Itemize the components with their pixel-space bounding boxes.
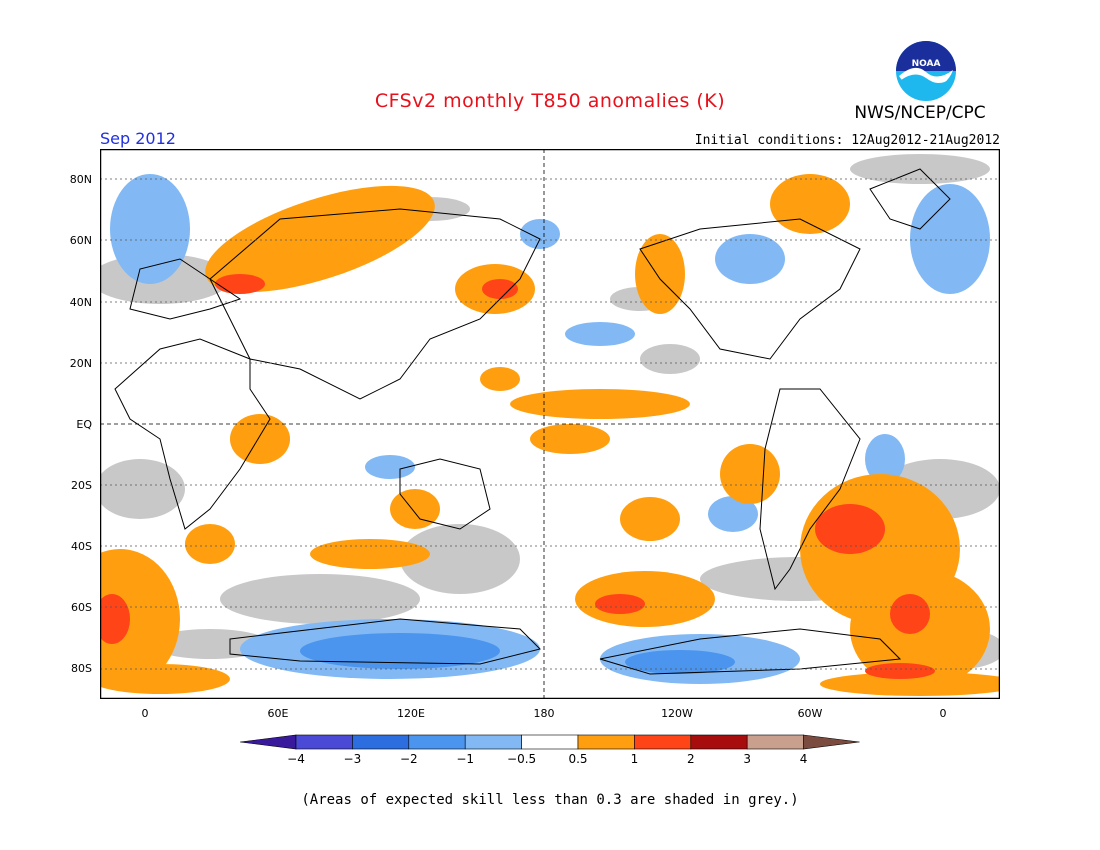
lon-label-180: 180 [533, 707, 555, 720]
anomaly-map [100, 149, 1000, 699]
noaa-logo: NOAA [896, 41, 956, 101]
lat-label-eq: EQ [76, 418, 92, 431]
colorbar-box [746, 734, 804, 750]
colorbar-box [577, 734, 635, 750]
initial-conditions: Initial conditions: 12Aug2012-21Aug2012 [694, 133, 1000, 148]
colorbar-end-low [240, 734, 297, 750]
lon-label-0: 0 [141, 707, 149, 720]
forecast-month: Sep 2012 [100, 129, 176, 148]
negative-anomalies [110, 174, 990, 684]
colorbar-end-high [803, 734, 860, 750]
colorbar-label: −2 [399, 752, 418, 766]
color-scale-bar [240, 734, 860, 750]
lat-label-20n: 20N [69, 357, 92, 370]
gridlines [100, 149, 1000, 699]
colorbar-label: 1 [630, 752, 639, 766]
coastlines [114, 168, 951, 675]
colorbar-label: −0.5 [507, 752, 537, 766]
colorbar-box [408, 734, 466, 750]
lat-label-40s: 40S [71, 540, 92, 553]
lat-label-80s: 80S [71, 662, 92, 675]
colorbar-box [464, 734, 522, 750]
lon-label-120e: 120E [397, 707, 425, 720]
lat-label-20s: 20S [71, 479, 92, 492]
colorbar-label: −3 [343, 752, 362, 766]
colorbar-label: −1 [456, 752, 475, 766]
colorbar-label: −4 [287, 752, 305, 766]
lon-label-60e: 60E [267, 707, 289, 720]
agency-label: NWS/NCEP/CPC [854, 103, 986, 123]
lon-label-120w: 120W [661, 707, 693, 720]
lat-label-40n: 40N [69, 296, 92, 309]
lat-label-80n: 80N [69, 173, 92, 186]
colorbar-label: 3 [743, 752, 751, 766]
colorbar-box [690, 734, 748, 750]
colorbar-box [352, 734, 410, 750]
logo-text: NOAA [912, 59, 941, 69]
map-title: CFSv2 monthly T850 anomalies (K) [374, 90, 726, 112]
colorbar-label: 4 [799, 752, 808, 766]
colorbar-box [521, 734, 579, 750]
lat-label-60s: 60S [71, 601, 92, 614]
colorbar-label: 2 [686, 752, 695, 766]
colorbar-label: 0.5 [568, 752, 588, 766]
colorbar-box [634, 734, 692, 750]
lon-label-60w: 60W [797, 707, 823, 720]
strong-anomalies [100, 274, 935, 679]
lon-label-0-right: 0 [939, 707, 947, 720]
colorbar-box [295, 734, 353, 750]
lat-label-60n: 60N [69, 234, 92, 247]
skill-note: (Areas of expected skill less than 0.3 a… [301, 792, 799, 808]
